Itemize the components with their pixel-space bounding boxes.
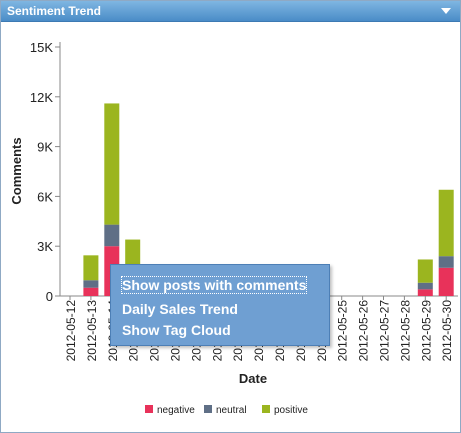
x-tick-label: 2012-05-29 xyxy=(419,300,433,362)
panel-title: Sentiment Trend xyxy=(7,4,102,18)
panel-title-bar: Sentiment Trend xyxy=(1,1,460,22)
x-tick-label: 2012-05-27 xyxy=(378,300,392,362)
bar-negative xyxy=(417,289,433,296)
context-menu: Show posts with comments Daily Sales Tre… xyxy=(110,264,330,346)
bar-positive xyxy=(83,255,99,281)
collapse-arrow-icon[interactable] xyxy=(441,8,451,14)
x-tick-label: 2012-05-12 xyxy=(64,300,78,362)
x-axis-title: Date xyxy=(239,371,267,386)
bar-neutral xyxy=(417,282,433,290)
y-tick-label: 12K xyxy=(30,90,53,105)
legend-label-neutral: neutral xyxy=(216,405,247,416)
menu-item-show-posts[interactable]: Show posts with comments xyxy=(120,276,308,294)
legend-label-negative: negative xyxy=(157,405,195,416)
bar-neutral xyxy=(83,280,99,288)
x-tick-label: 2012-05-25 xyxy=(336,300,350,362)
x-tick-label: 2012-05-26 xyxy=(357,300,371,362)
menu-item-show-tag-cloud[interactable]: Show Tag Cloud xyxy=(122,322,231,338)
bar-positive xyxy=(417,259,433,283)
y-tick-label: 3K xyxy=(37,239,53,254)
x-tick-label: 2012-05-30 xyxy=(440,300,454,362)
bar-positive xyxy=(104,103,120,225)
x-tick-label: 2012-05-28 xyxy=(398,300,412,362)
y-tick-label: 15K xyxy=(30,40,53,55)
legend-label-positive: positive xyxy=(274,405,308,416)
y-tick-label: 0 xyxy=(46,289,53,304)
bar-neutral xyxy=(438,256,454,268)
y-axis-title: Comments xyxy=(9,137,24,204)
y-tick-label: 9K xyxy=(37,140,53,155)
legend-swatch-negative xyxy=(145,405,153,413)
bar-negative xyxy=(83,287,99,296)
bar-positive xyxy=(438,189,454,257)
legend-swatch-neutral xyxy=(204,405,212,413)
bar-negative xyxy=(438,267,454,296)
legend-swatch-positive xyxy=(262,405,270,413)
y-tick-label: 6K xyxy=(37,189,53,204)
menu-item-daily-sales-trend[interactable]: Daily Sales Trend xyxy=(122,301,238,317)
x-tick-label: 2012-05-13 xyxy=(85,300,99,362)
bar-neutral xyxy=(104,224,120,247)
